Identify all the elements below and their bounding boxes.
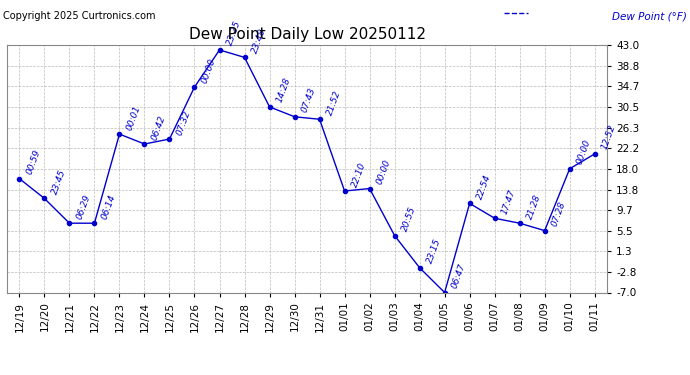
- Text: 06:29: 06:29: [75, 193, 92, 220]
- Text: 07:28: 07:28: [550, 200, 568, 228]
- Title: Dew Point Daily Low 20250112: Dew Point Daily Low 20250112: [188, 27, 426, 42]
- Text: 06:42: 06:42: [150, 114, 168, 141]
- Text: 06:47: 06:47: [450, 262, 468, 290]
- Text: 23:48: 23:48: [250, 27, 268, 55]
- Text: 21:52: 21:52: [325, 89, 342, 117]
- Text: 14:28: 14:28: [275, 76, 293, 104]
- Text: 00:00: 00:00: [375, 158, 393, 186]
- Text: Copyright 2025 Curtronics.com: Copyright 2025 Curtronics.com: [3, 11, 156, 21]
- Text: 21:28: 21:28: [525, 193, 542, 220]
- Text: Dew Point (°F): Dew Point (°F): [611, 11, 687, 21]
- Text: 23:45: 23:45: [50, 168, 68, 196]
- Text: 22:54: 22:54: [475, 173, 493, 201]
- Text: 00:59: 00:59: [25, 148, 42, 176]
- Text: 22:10: 22:10: [350, 161, 368, 188]
- Text: 12:52: 12:52: [600, 124, 618, 151]
- Text: 06:14: 06:14: [100, 193, 117, 220]
- Text: 23:15: 23:15: [425, 237, 442, 265]
- Text: 00:00: 00:00: [575, 138, 593, 166]
- Text: 07:32: 07:32: [175, 109, 193, 136]
- Text: 23:25: 23:25: [225, 20, 242, 47]
- Text: 00:00: 00:00: [200, 57, 217, 84]
- Text: 17:47: 17:47: [500, 188, 518, 216]
- Text: 20:55: 20:55: [400, 205, 417, 233]
- Text: 07:43: 07:43: [300, 87, 317, 114]
- Text: 00:01: 00:01: [125, 104, 142, 131]
